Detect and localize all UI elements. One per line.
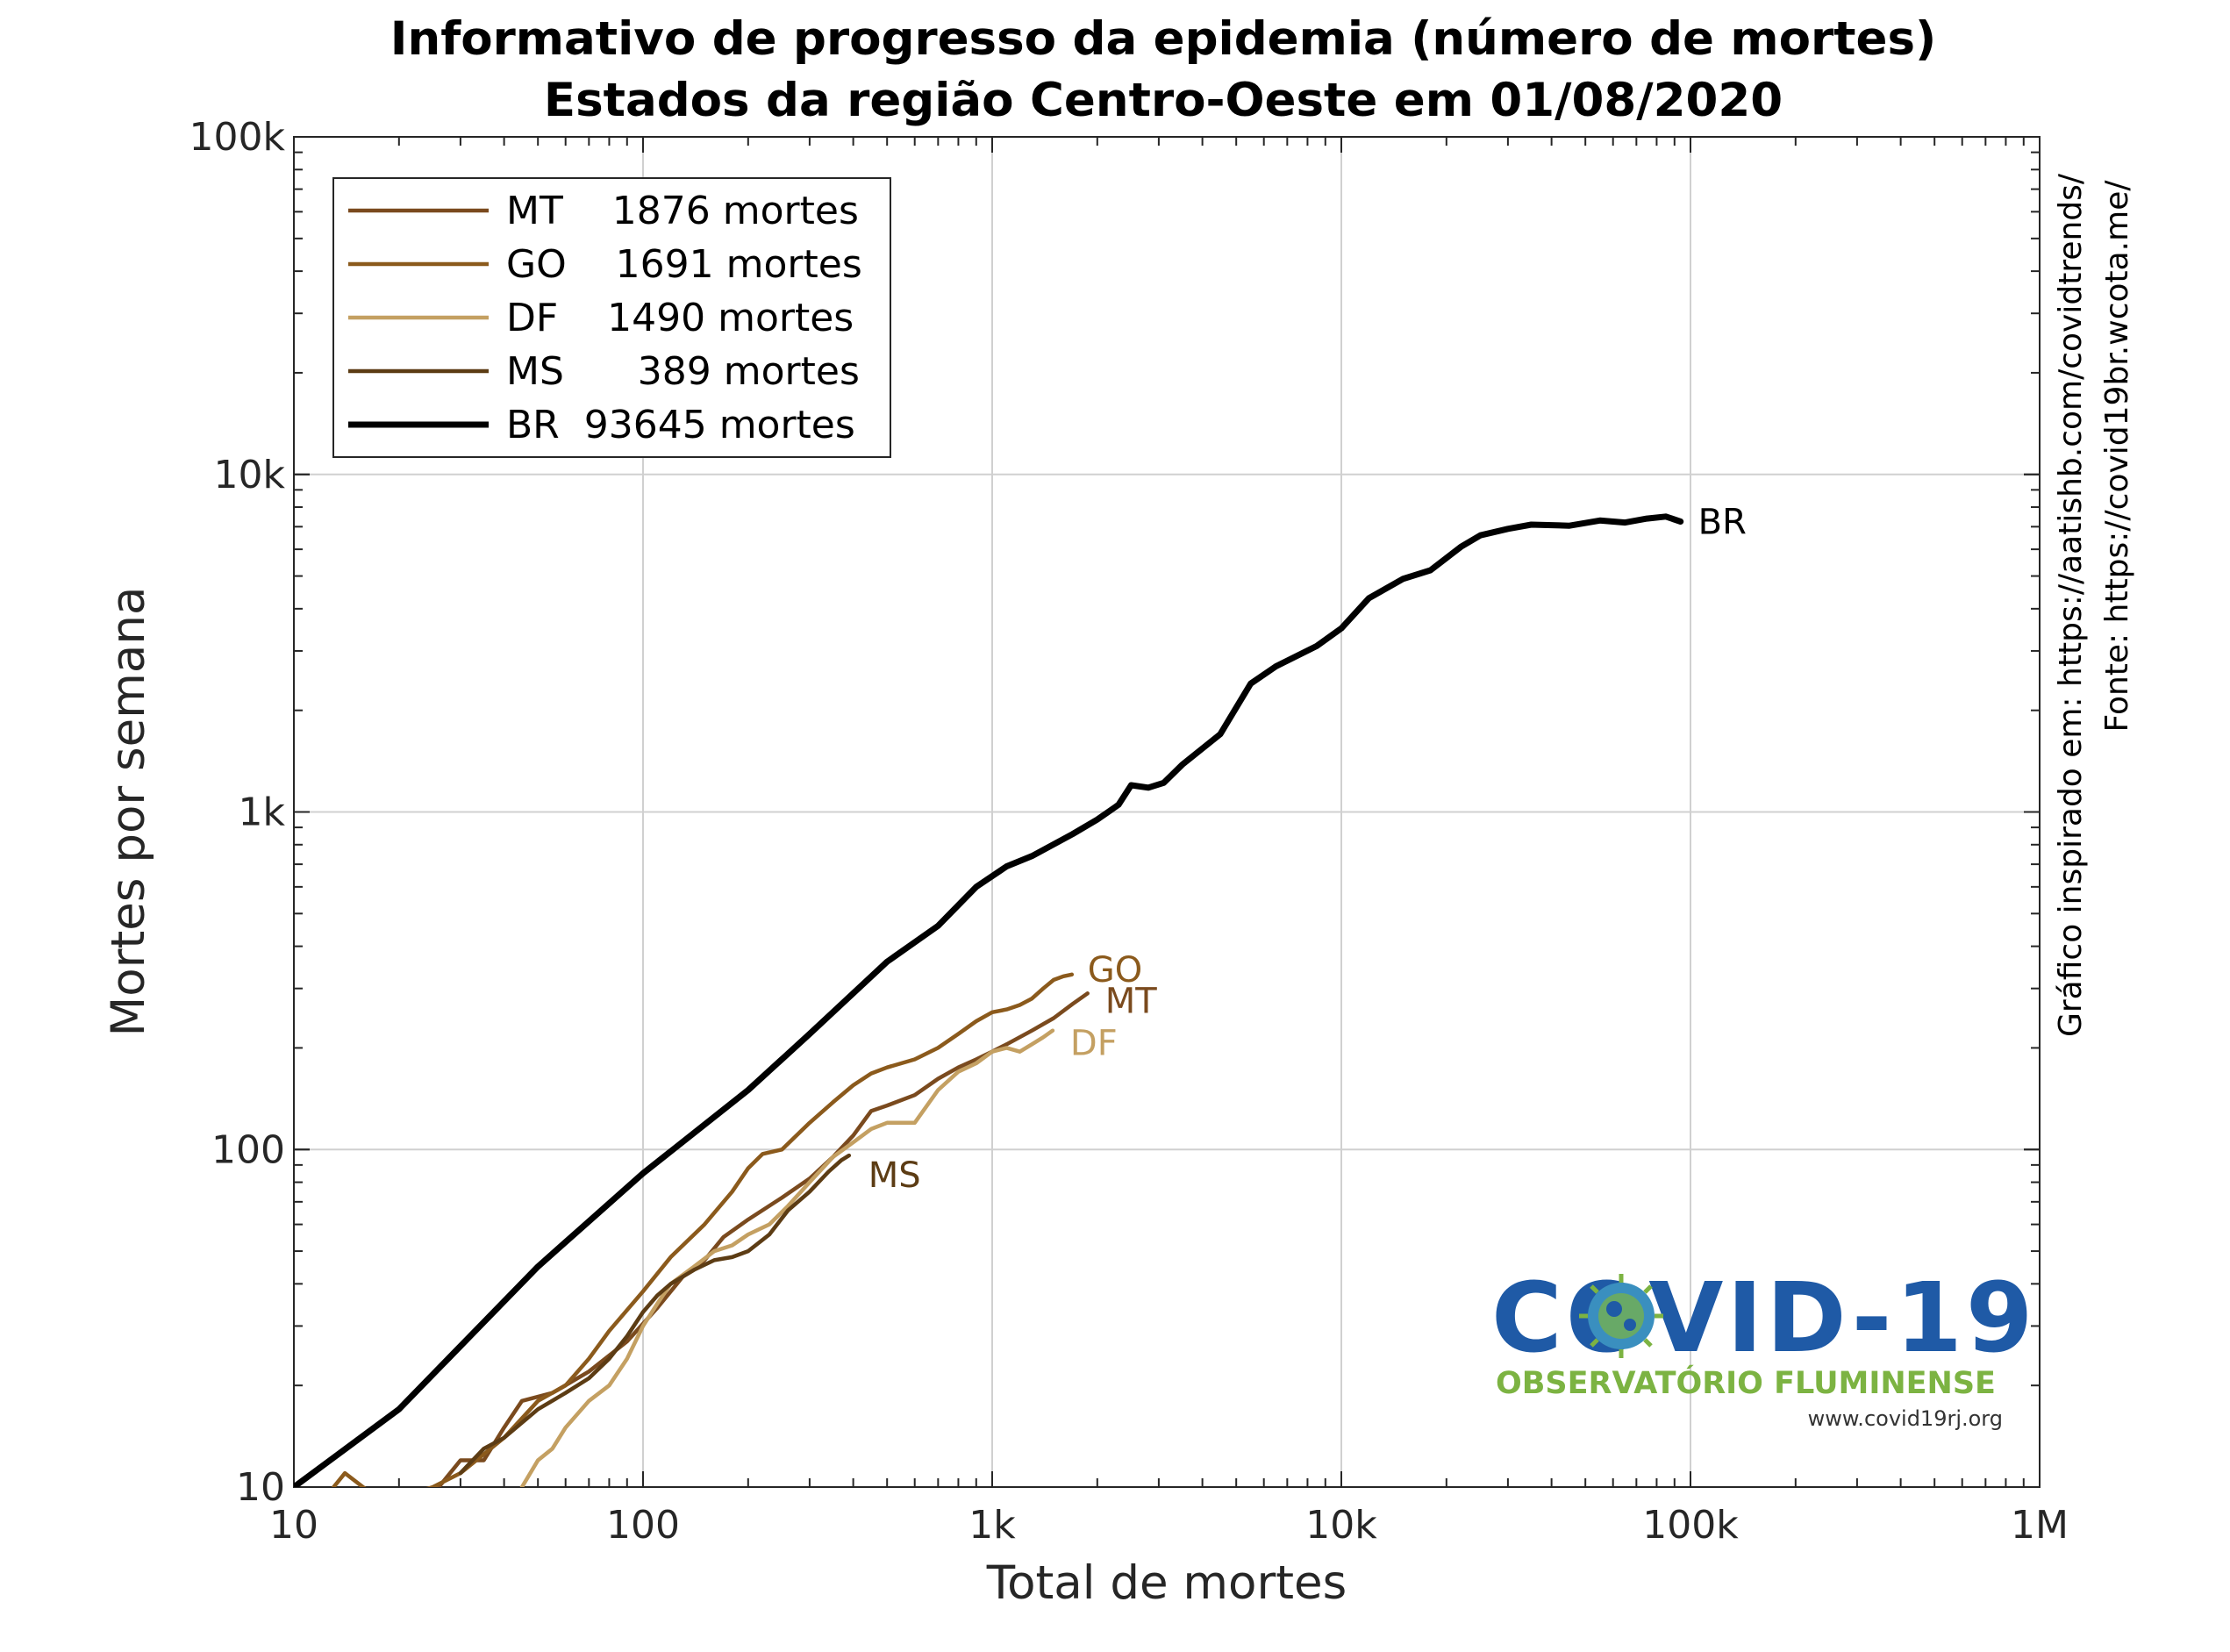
y-tick-label: 1k (239, 790, 286, 835)
legend-label-br: BR 93645 mortes (506, 403, 855, 447)
y-axis-label: Mortes por semana (102, 587, 155, 1037)
legend-label-mt: MT 1876 mortes (506, 189, 859, 233)
chart-title-line-1: Informativo de progresso da epidemia (nú… (390, 12, 1936, 66)
x-tick-labels: 10 100 1k 10k 100k 1M (269, 1503, 2069, 1548)
x-axis-label: Total de mortes (986, 1556, 1347, 1610)
logo-url: www.covid19rj.org (1808, 1406, 2003, 1431)
x-tick-label: 100 (606, 1503, 680, 1548)
logo-title: COVID-19 (1491, 1262, 2036, 1374)
virus-icon (1579, 1274, 1663, 1358)
source-text-inspired: Gráfico inspirado em: https://aatishb.co… (2053, 173, 2089, 1037)
series-end-label-ms: MS (868, 1155, 921, 1196)
x-tick-label: 100k (1642, 1503, 1739, 1548)
x-tick-label: 10 (269, 1503, 318, 1548)
legend-label-ms: MS 389 mortes (506, 349, 860, 394)
series-end-label-go: GO (1088, 950, 1142, 990)
legend: MT 1876 mortes GO 1691 mortes DF 1490 mort… (332, 177, 891, 458)
covid19-logo: COVID-19 OBSERVATÓRIO FLUMINENSE www.cov… (1491, 1262, 2036, 1431)
x-tick-label: 1k (968, 1503, 1016, 1548)
series-line-ms (458, 1153, 852, 1476)
y-tick-label: 10 (236, 1465, 285, 1510)
x-tick-label: 1M (2011, 1503, 2069, 1548)
y-tick-label: 10k (214, 453, 286, 497)
y-tick-label: 100 (211, 1127, 285, 1172)
source-text-data: Fonte: https://covid19br.wcota.me/ (2099, 180, 2135, 733)
x-tick-label: 10k (1305, 1503, 1377, 1548)
legend-label-df: DF 1490 mortes (506, 296, 854, 340)
series-lines (294, 513, 1684, 1487)
y-tick-label: 100k (189, 115, 286, 160)
series-end-label-mt: MT (1105, 981, 1158, 1021)
series-end-label-df: DF (1070, 1024, 1118, 1064)
series-line-br (294, 513, 1684, 1487)
y-tick-labels: 10 100 1k 10k 100k (189, 115, 286, 1510)
logo-subtitle: OBSERVATÓRIO FLUMINENSE (1496, 1364, 1996, 1401)
series-line-df (519, 1028, 1055, 1487)
chart-title-line-2: Estados da região Centro-Oeste em 01/08/… (544, 74, 1783, 127)
series-end-label-br: BR (1698, 502, 1747, 542)
series-line-go (332, 972, 1075, 1487)
legend-label-go: GO 1691 mortes (506, 242, 862, 287)
